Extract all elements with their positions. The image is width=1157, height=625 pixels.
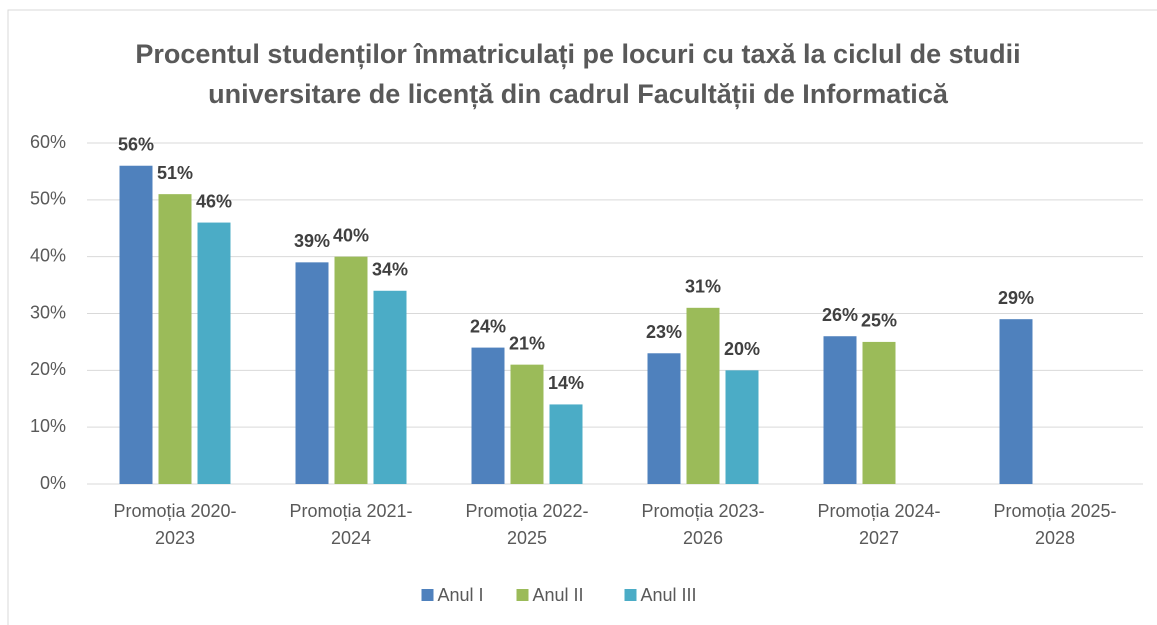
x-tick-label: Promoția 2022-2025 bbox=[465, 501, 589, 548]
data-label: 25% bbox=[861, 311, 897, 331]
x-tick-label: Promoția 2025-2028 bbox=[993, 501, 1117, 548]
y-tick-label: 30% bbox=[30, 302, 66, 322]
data-label: 24% bbox=[470, 316, 506, 336]
data-label: 23% bbox=[646, 322, 682, 342]
bar bbox=[334, 256, 368, 484]
legend-swatch bbox=[516, 589, 529, 601]
data-label: 56% bbox=[118, 134, 154, 154]
x-tick-label: Promoția 2024-2027 bbox=[817, 501, 941, 548]
bar bbox=[119, 165, 153, 484]
bar bbox=[158, 194, 192, 484]
legend-label: Anul III bbox=[641, 585, 697, 605]
y-tick-label: 40% bbox=[30, 245, 66, 265]
y-tick-label: 60% bbox=[30, 132, 66, 152]
bar bbox=[647, 353, 681, 484]
data-label: 51% bbox=[157, 163, 193, 183]
y-tick-label: 50% bbox=[30, 189, 66, 209]
chart-border bbox=[7, 9, 1157, 625]
bar bbox=[725, 370, 759, 484]
data-label: 31% bbox=[685, 277, 721, 297]
y-tick-label: 20% bbox=[30, 359, 66, 379]
data-label: 40% bbox=[333, 225, 369, 245]
x-tick-label: Promoția 2021-2024 bbox=[289, 501, 413, 548]
bar bbox=[197, 222, 231, 485]
data-label: 39% bbox=[294, 231, 330, 251]
y-tick-label: 10% bbox=[30, 416, 66, 436]
chart-title: Procentul studenților înmatriculați pe l… bbox=[135, 39, 1021, 109]
data-label: 21% bbox=[509, 333, 545, 353]
data-label: 14% bbox=[548, 373, 584, 393]
legend-label: Anul II bbox=[533, 585, 584, 605]
bar bbox=[862, 341, 896, 484]
bar bbox=[823, 336, 857, 484]
bar bbox=[373, 290, 407, 484]
data-label: 29% bbox=[998, 288, 1034, 308]
x-tick-label: Promoția 2020-2023 bbox=[113, 501, 237, 548]
legend-swatch bbox=[421, 589, 434, 601]
bar bbox=[295, 262, 329, 484]
x-tick-label: Promoția 2023-2026 bbox=[641, 501, 765, 548]
data-label: 26% bbox=[822, 305, 858, 325]
bar bbox=[686, 307, 720, 484]
bar bbox=[510, 364, 544, 484]
y-tick-label: 0% bbox=[40, 473, 66, 493]
bar bbox=[999, 319, 1033, 484]
legend-label: Anul I bbox=[438, 585, 484, 605]
data-label: 20% bbox=[724, 339, 760, 359]
bar bbox=[471, 347, 505, 484]
bar bbox=[549, 404, 583, 484]
data-label: 34% bbox=[372, 260, 408, 280]
legend-swatch bbox=[624, 589, 637, 601]
data-label: 46% bbox=[196, 191, 232, 211]
